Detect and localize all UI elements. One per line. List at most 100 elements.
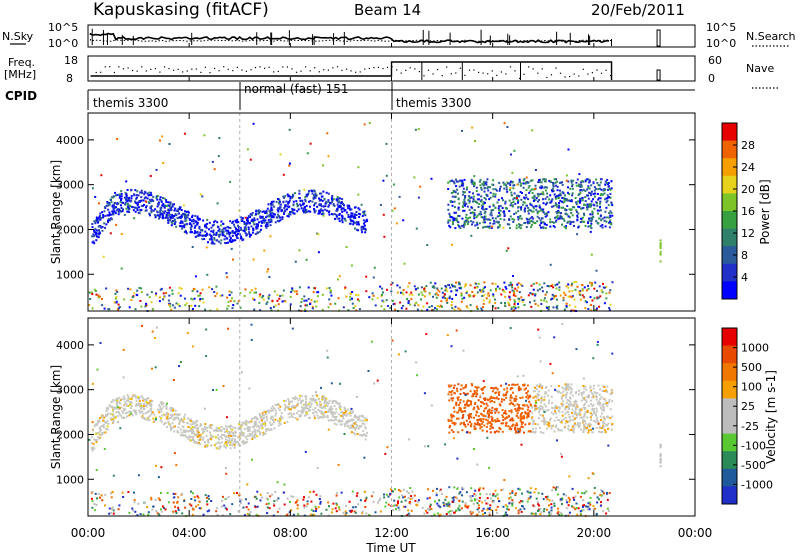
clutter-mark — [579, 293, 582, 296]
echo-mark — [201, 428, 204, 431]
nave-mark — [264, 67, 266, 69]
echo-mark — [323, 197, 326, 200]
clutter-mark — [508, 502, 511, 505]
echo-mark — [252, 221, 255, 224]
echo-mark — [318, 416, 321, 419]
echo-mark — [236, 236, 239, 239]
clutter-mark — [540, 511, 543, 514]
nave-mark — [127, 67, 129, 69]
clutter-mark — [555, 306, 558, 309]
clutter-mark — [129, 288, 132, 291]
echo-mark — [255, 213, 257, 216]
echo-mark — [101, 229, 104, 232]
echo-mark — [128, 414, 131, 417]
echo-mark — [600, 219, 603, 222]
echo-mark — [182, 429, 185, 432]
echo-mark — [532, 205, 535, 208]
echo-mark — [354, 428, 357, 431]
echo-mark — [101, 226, 104, 228]
clutter-mark — [596, 290, 598, 292]
clutter-mark — [190, 304, 193, 307]
echo-mark — [452, 221, 454, 224]
echo-mark — [286, 420, 289, 423]
echo-mark — [157, 202, 160, 205]
echo-mark — [362, 227, 365, 230]
clutter-mark — [471, 291, 474, 293]
sparse-mark — [246, 148, 249, 151]
sparse-mark — [102, 255, 105, 258]
echo-mark — [523, 201, 526, 204]
echo-mark — [361, 215, 364, 217]
clutter-mark — [101, 304, 104, 307]
echo-mark — [243, 428, 246, 431]
clutter-mark — [533, 299, 536, 302]
clutter-mark — [332, 502, 335, 505]
clutter-mark — [532, 512, 535, 515]
echo-mark — [164, 210, 167, 213]
clutter-mark — [454, 496, 457, 499]
clutter-mark — [114, 297, 117, 300]
clutter-mark — [579, 495, 582, 498]
echo-mark — [345, 421, 348, 423]
echo-mark — [144, 209, 147, 212]
echo-mark — [354, 227, 356, 230]
echo-mark — [539, 209, 542, 212]
echo-mark — [333, 416, 336, 419]
echo-mark — [237, 442, 240, 445]
echo-mark — [290, 414, 293, 417]
echo-mark — [269, 417, 272, 420]
echo-mark — [482, 203, 485, 206]
echo-mark — [470, 181, 473, 183]
echo-mark — [503, 183, 506, 186]
echo-mark — [530, 417, 533, 420]
echo-mark — [202, 427, 205, 430]
echo-mark — [350, 208, 353, 211]
echo-mark — [254, 233, 257, 235]
nave-mark — [209, 72, 211, 74]
echo-mark — [467, 195, 470, 198]
clutter-mark — [310, 500, 313, 503]
sparse-mark — [161, 135, 164, 138]
clutter-mark — [606, 507, 609, 510]
clutter-mark — [552, 306, 555, 309]
echo-mark — [497, 220, 500, 223]
echo-mark — [527, 186, 530, 189]
clutter-mark — [351, 297, 353, 300]
echo-mark — [448, 391, 451, 393]
clutter-mark — [168, 294, 171, 297]
echo-mark — [158, 415, 161, 418]
echo-mark — [256, 218, 259, 221]
clutter-mark — [115, 296, 118, 298]
echo-mark — [110, 201, 113, 204]
echo-mark — [147, 416, 150, 419]
clutter-mark — [236, 302, 239, 305]
echo-mark — [157, 201, 160, 204]
echo-mark — [107, 204, 110, 207]
clutter-mark — [568, 290, 571, 293]
echo-mark — [138, 212, 141, 215]
clutter-mark — [222, 495, 224, 498]
echo-mark — [305, 411, 308, 414]
sparse-mark — [316, 232, 319, 235]
echo-mark — [276, 216, 279, 219]
echo-mark — [341, 410, 343, 413]
clutter-mark — [358, 308, 361, 311]
echo-mark — [191, 426, 194, 428]
clutter-mark — [593, 492, 596, 495]
echo-mark — [499, 209, 502, 212]
echo-mark — [480, 420, 483, 423]
echo-mark — [501, 197, 503, 200]
clutter-mark — [517, 487, 520, 490]
clutter-mark — [585, 490, 588, 493]
echo-mark — [126, 411, 129, 414]
echo-mark — [187, 417, 189, 420]
echo-mark — [308, 416, 311, 419]
clutter-mark — [402, 293, 405, 296]
echo-mark — [470, 196, 473, 199]
echo-mark — [457, 206, 460, 209]
sparse-mark — [385, 142, 388, 145]
echo-mark — [362, 212, 365, 215]
clutter-mark — [139, 513, 142, 516]
echo-mark — [188, 418, 191, 421]
echo-mark — [465, 220, 468, 223]
